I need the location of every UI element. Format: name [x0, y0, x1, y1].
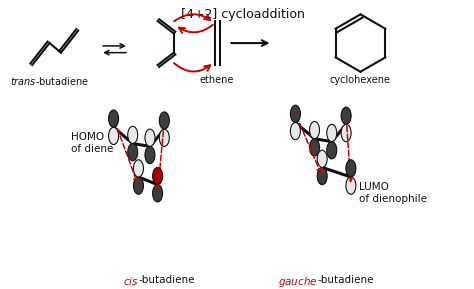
Ellipse shape	[159, 112, 169, 129]
Ellipse shape	[346, 160, 356, 177]
Ellipse shape	[128, 126, 138, 144]
Ellipse shape	[317, 167, 327, 185]
Text: LUMO
of dienophile: LUMO of dienophile	[358, 182, 427, 204]
Ellipse shape	[159, 129, 169, 147]
Ellipse shape	[310, 139, 319, 156]
Text: $\it{trans}$-butadiene: $\it{trans}$-butadiene	[10, 75, 89, 87]
Ellipse shape	[310, 121, 319, 139]
Text: $\it{gauche}$: $\it{gauche}$	[278, 275, 318, 289]
Text: $\it{cis}$: $\it{cis}$	[123, 275, 138, 287]
Ellipse shape	[109, 110, 118, 127]
Text: HOMO
of diene: HOMO of diene	[72, 132, 114, 154]
Ellipse shape	[346, 177, 356, 194]
Ellipse shape	[109, 127, 118, 144]
Ellipse shape	[327, 124, 337, 142]
Text: -butadiene: -butadiene	[138, 275, 195, 285]
Ellipse shape	[341, 124, 351, 142]
Ellipse shape	[341, 107, 351, 124]
Ellipse shape	[291, 123, 301, 140]
Ellipse shape	[145, 129, 155, 147]
Ellipse shape	[317, 150, 327, 167]
Ellipse shape	[291, 105, 301, 123]
Ellipse shape	[134, 160, 144, 177]
Text: [4+2] cycloaddition: [4+2] cycloaddition	[181, 8, 305, 21]
Ellipse shape	[327, 142, 337, 159]
Ellipse shape	[153, 167, 163, 185]
Ellipse shape	[145, 147, 155, 164]
Text: -butadiene: -butadiene	[318, 275, 374, 285]
Text: ethene: ethene	[200, 75, 234, 85]
Ellipse shape	[134, 177, 144, 194]
Ellipse shape	[128, 144, 138, 161]
Ellipse shape	[153, 185, 163, 202]
Text: cyclohexene: cyclohexene	[330, 75, 391, 85]
